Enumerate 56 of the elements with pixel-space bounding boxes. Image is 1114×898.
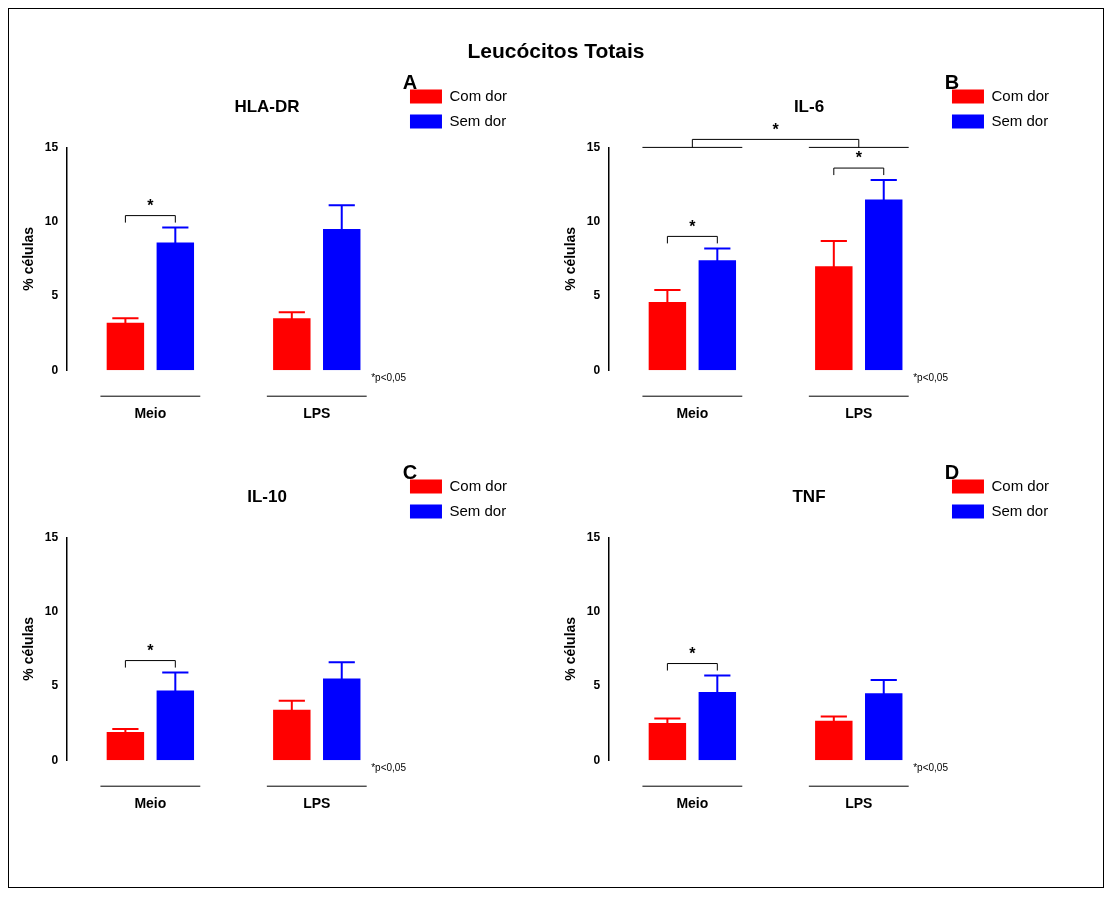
chart-title: IL-6 [793, 96, 825, 116]
text: *p<0,05 [913, 371, 949, 383]
y-tick-label: 0 [593, 752, 601, 767]
x-tick-label: LPS [303, 795, 331, 812]
y-tick-label: 15 [586, 529, 601, 544]
chart-subtitle: B [944, 70, 960, 93]
text: * [772, 120, 780, 138]
annotation: * [689, 217, 697, 235]
y-tick-label: 0 [593, 362, 601, 377]
legend-label: Com dor [991, 86, 1050, 104]
annotation: * [147, 641, 155, 659]
chart-title: TNF [792, 486, 826, 506]
chart-title: HLA-DR [234, 96, 300, 116]
legend-label: Sem dor [449, 111, 507, 129]
y-tick-label: 0 [51, 752, 59, 767]
y-tick-label: 5 [51, 678, 59, 693]
chart-subtitle: A [402, 70, 418, 93]
y-axis-title: % células [20, 226, 37, 291]
text: *p<0,05 [371, 761, 407, 773]
x-tick-label: LPS [303, 405, 331, 422]
y-axis-title: % células [562, 616, 579, 681]
y-tick-label: 0 [51, 362, 59, 377]
y-tick-label: 10 [586, 213, 601, 228]
text: Leucócitos Totais [466, 38, 646, 64]
x-tick-label: LPS [845, 405, 873, 422]
x-tick-label: Meio [676, 405, 709, 422]
legend-label: Com dor [449, 476, 508, 494]
legend-label: Sem dor [449, 501, 507, 519]
y-tick-label: 5 [593, 288, 601, 303]
text: *p<0,05 [913, 761, 949, 773]
legend-label: Com dor [991, 476, 1050, 494]
y-tick-label: 15 [44, 529, 59, 544]
chart-title: IL-10 [247, 486, 287, 506]
legend-label: Com dor [449, 86, 508, 104]
x-tick-label: Meio [134, 405, 167, 422]
chart-subtitle: C [402, 460, 418, 483]
y-tick-label: 5 [593, 678, 601, 693]
x-tick-label: Meio [676, 795, 709, 812]
y-tick-label: 15 [586, 139, 601, 154]
annotation: * [147, 197, 155, 215]
chart-subtitle: D [944, 460, 960, 483]
y-tick-label: 5 [51, 288, 59, 303]
y-tick-label: 10 [44, 603, 59, 618]
y-tick-label: 10 [586, 603, 601, 618]
x-tick-label: LPS [845, 795, 873, 812]
y-axis-title: % células [20, 616, 37, 681]
legend-label: Sem dor [991, 111, 1049, 129]
y-tick-label: 15 [44, 139, 59, 154]
legend-label: Sem dor [991, 501, 1049, 519]
annotation: * [689, 644, 697, 662]
x-tick-label: Meio [134, 795, 167, 812]
text: *p<0,05 [371, 371, 407, 383]
bar [106, 731, 145, 761]
annotation: * [855, 149, 863, 167]
y-axis-title: % células [562, 226, 579, 291]
y-tick-label: 10 [44, 213, 59, 228]
